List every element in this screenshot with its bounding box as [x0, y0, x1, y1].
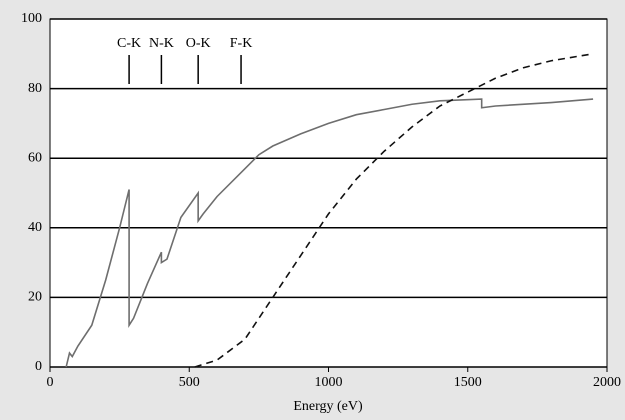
- series-line: [194, 53, 594, 368]
- x-tick-label: 0: [47, 375, 54, 390]
- x-tick-label: 1000: [315, 375, 343, 390]
- edge-label: F-K: [230, 36, 253, 51]
- edge-label: O-K: [186, 36, 211, 51]
- y-tick-label: 60: [28, 150, 42, 165]
- plot-area: [49, 18, 608, 368]
- x-tick-label: 2000: [593, 375, 621, 390]
- edge-label: N-K: [149, 36, 174, 51]
- y-tick-label: 100: [21, 11, 42, 26]
- y-tick-label: 80: [28, 81, 42, 96]
- y-tick-label: 0: [35, 359, 42, 374]
- y-tick-label: 40: [28, 220, 42, 235]
- edge-label: C-K: [117, 36, 141, 51]
- series-line: [65, 98, 594, 368]
- x-tick-label: 500: [179, 375, 200, 390]
- y-tick-label: 20: [28, 290, 42, 305]
- x-axis-title: Energy (eV): [293, 399, 363, 414]
- x-tick-label: 1500: [454, 375, 482, 390]
